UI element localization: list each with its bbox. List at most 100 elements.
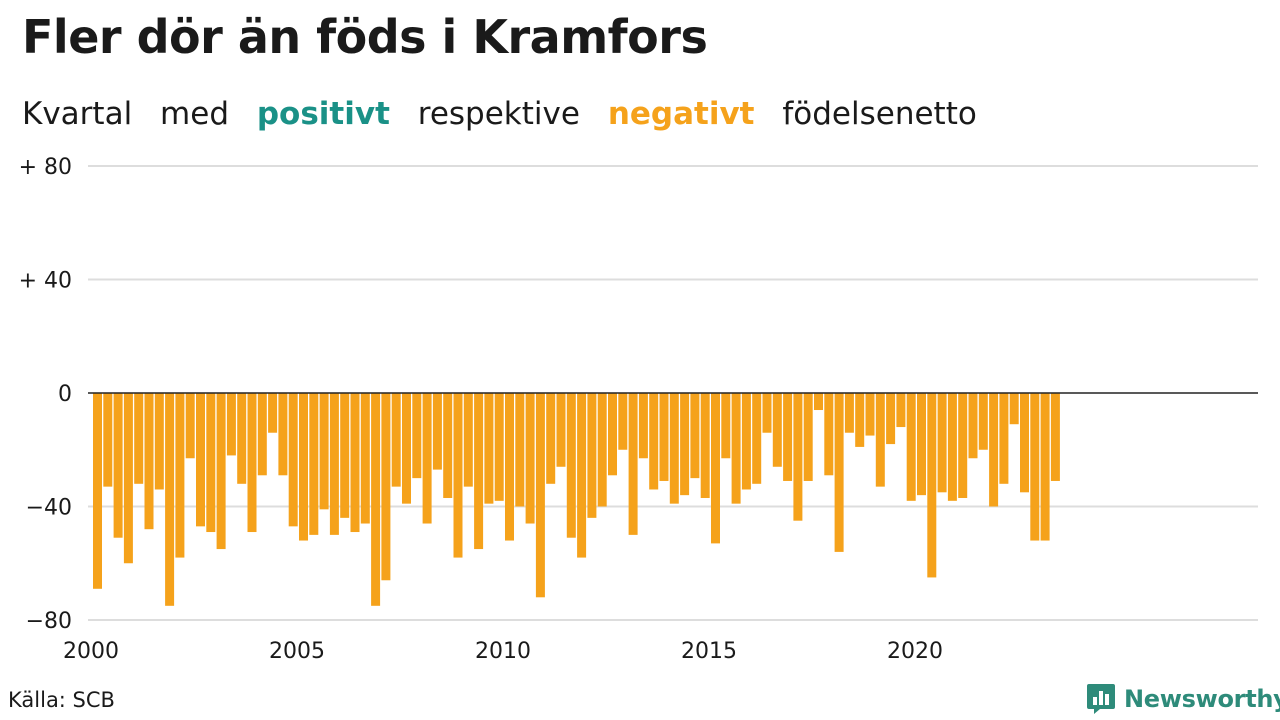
y-tick-label: + 80 xyxy=(19,155,72,180)
chart-subtitle: Kvartal med positivt respektive negativt… xyxy=(22,96,995,132)
bar xyxy=(638,393,648,459)
bar xyxy=(690,393,700,479)
bar xyxy=(824,393,834,476)
bar xyxy=(741,393,751,490)
bar xyxy=(855,393,865,447)
bar xyxy=(793,393,803,521)
bar xyxy=(783,393,793,481)
y-tick-label: + 40 xyxy=(19,269,72,294)
bar xyxy=(834,393,844,552)
bar xyxy=(978,393,988,450)
x-tick-label: 2005 xyxy=(269,639,325,664)
bar xyxy=(340,393,350,518)
bar xyxy=(113,393,123,538)
bar xyxy=(474,393,484,550)
bar xyxy=(226,393,236,456)
bar xyxy=(577,393,587,558)
bar xyxy=(1009,393,1019,425)
bar xyxy=(587,393,597,518)
chart-title: Fler dör än föds i Kramfors xyxy=(22,10,708,64)
bar xyxy=(360,393,370,524)
bar xyxy=(103,393,113,487)
bar xyxy=(453,393,463,558)
bar xyxy=(463,393,473,487)
source-note: Källa: SCB xyxy=(8,688,115,712)
bar xyxy=(608,393,617,476)
bar xyxy=(814,393,823,411)
y-tick-label: −40 xyxy=(26,496,72,521)
bar xyxy=(772,393,782,467)
x-tick-label: 2010 xyxy=(475,639,531,664)
bar xyxy=(299,393,308,541)
bar xyxy=(628,393,638,535)
bar xyxy=(958,393,968,498)
bar xyxy=(350,393,360,533)
subtitle-negative-label: negativt xyxy=(607,96,755,132)
bar xyxy=(144,393,154,530)
bar xyxy=(566,393,576,538)
bar xyxy=(1040,393,1050,541)
bar xyxy=(278,393,288,476)
bar xyxy=(947,393,957,501)
bar xyxy=(309,393,319,535)
bar xyxy=(546,393,556,484)
bar xyxy=(422,393,432,524)
bar xyxy=(659,393,669,481)
bar xyxy=(927,393,937,578)
subtitle-text-fodelsenetto: födelsenetto xyxy=(782,96,977,132)
bar xyxy=(515,393,525,507)
bar-chart: + 80 + 40 0 −40 −80 2000 2005 2010 2015 2020 xyxy=(19,155,1258,664)
bar xyxy=(1030,393,1040,541)
x-tick-label: 2020 xyxy=(887,639,943,664)
bar xyxy=(206,393,216,533)
bar xyxy=(711,393,720,544)
bar xyxy=(865,393,875,436)
bar xyxy=(896,393,906,428)
bar xyxy=(535,393,545,598)
bar xyxy=(721,393,731,459)
bar xyxy=(752,393,762,484)
y-tick-label: −80 xyxy=(26,609,72,634)
bar xyxy=(185,393,195,459)
bar xyxy=(154,393,164,490)
bar xyxy=(669,393,679,504)
axes: + 80 + 40 0 −40 −80 2000 2005 2010 2015 2020 xyxy=(19,155,1258,664)
bar xyxy=(886,393,896,445)
bar xyxy=(556,393,566,467)
bar xyxy=(762,393,772,433)
bar xyxy=(494,393,504,501)
bar xyxy=(906,393,916,501)
gridlines xyxy=(88,165,1258,621)
brand-logo: Newsworthy xyxy=(1086,682,1280,716)
bar xyxy=(268,393,278,433)
bar xyxy=(1020,393,1029,493)
bar xyxy=(381,393,391,581)
bar xyxy=(525,393,535,524)
subtitle-text-kvartal: Kvartal xyxy=(22,96,133,132)
bar xyxy=(402,393,411,504)
bar xyxy=(391,393,401,487)
bar xyxy=(319,393,329,510)
subtitle-text-respektive: respektive xyxy=(417,96,580,132)
bar xyxy=(288,393,298,527)
bar xyxy=(412,393,422,479)
bar xyxy=(216,393,226,550)
bar xyxy=(999,393,1009,484)
bar xyxy=(257,393,267,476)
bar xyxy=(917,393,926,496)
subtitle-positive-label: positivt xyxy=(256,96,390,132)
bar xyxy=(237,393,247,484)
bar xyxy=(989,393,999,507)
brand-name: Newsworthy xyxy=(1124,685,1280,713)
bar xyxy=(618,393,628,450)
bar xyxy=(937,393,947,493)
bar xyxy=(165,393,175,606)
bar xyxy=(597,393,607,507)
bar xyxy=(968,393,978,459)
bar xyxy=(432,393,442,470)
bars xyxy=(93,393,1060,606)
bar xyxy=(247,393,257,533)
bar xyxy=(649,393,659,490)
bar xyxy=(329,393,339,535)
bar xyxy=(123,393,133,564)
